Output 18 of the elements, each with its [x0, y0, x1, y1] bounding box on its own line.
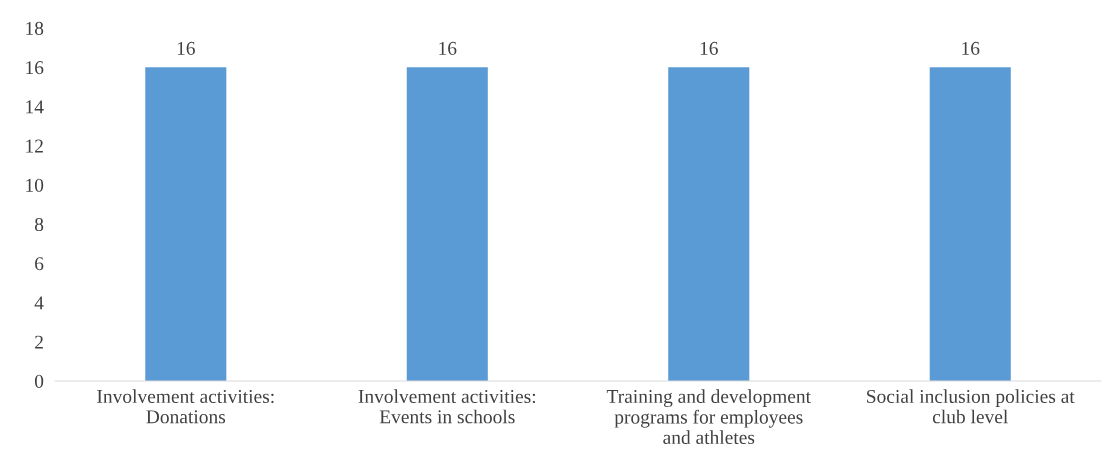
- data-label: 16: [962, 41, 980, 55]
- x-tick-label: Involvement activities: Events in schools: [358, 389, 536, 424]
- data-label: 16: [700, 41, 718, 55]
- y-tick-label: 2: [35, 335, 43, 349]
- x-tick-label: Involvement activities: Donations: [97, 389, 274, 424]
- x-tick-label: Training and development programs for employees and athletes: [606, 389, 811, 445]
- x-tick-label: Social inclusion policies at club level: [867, 389, 1075, 424]
- y-tick-label: 18: [26, 21, 44, 35]
- y-tick-label: 0: [34, 374, 44, 388]
- y-tick-label: 12: [26, 139, 43, 153]
- y-tick-label: 14: [26, 100, 44, 114]
- data-label: 16: [439, 41, 457, 55]
- y-tick-label: 6: [35, 257, 44, 271]
- y-tick-label: 8: [34, 217, 44, 232]
- y-tick-label: 16: [26, 61, 44, 75]
- y-tick-label: 4: [34, 296, 44, 310]
- y-tick-label: 10: [26, 178, 44, 192]
- data-label: 16: [177, 41, 195, 55]
